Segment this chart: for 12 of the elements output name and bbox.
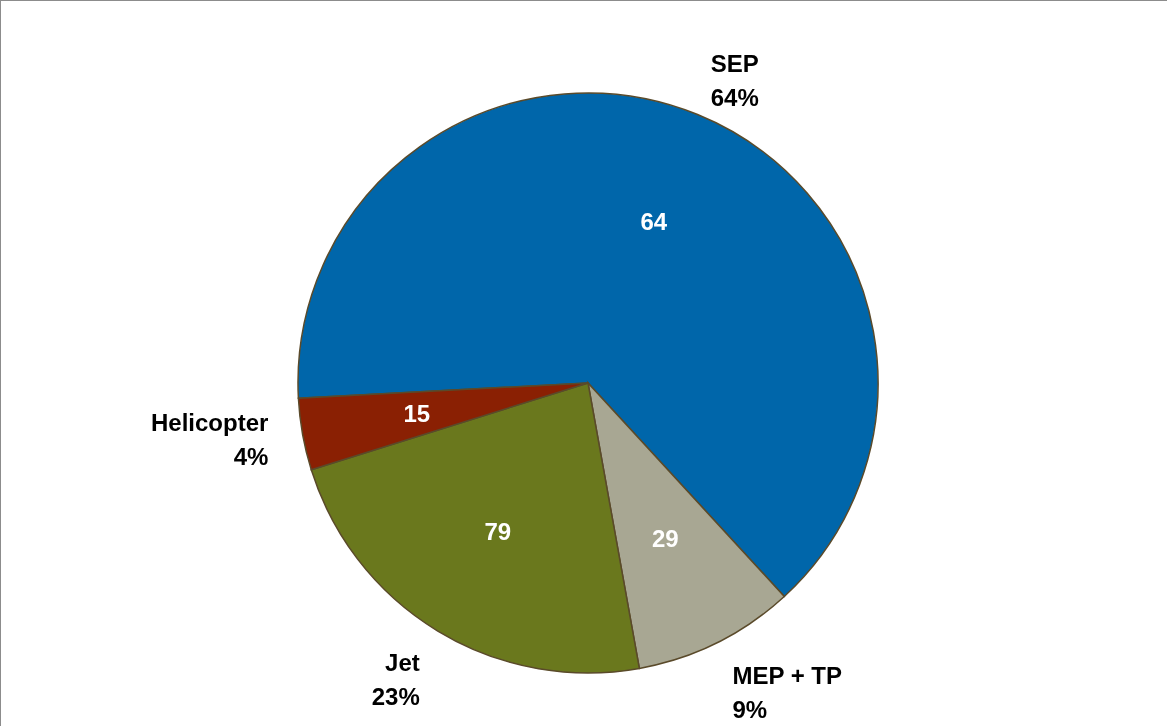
data-label: 9% [732, 695, 768, 723]
slice-label: Jet [385, 648, 420, 676]
data-label: 23% [371, 682, 420, 710]
text: 64 [640, 208, 668, 236]
text: 79 [484, 518, 512, 546]
data-label: 64% [710, 84, 759, 112]
text: 15 [403, 400, 431, 428]
slice-label: SEP [710, 50, 759, 78]
slice-label: MEP + TP [732, 661, 843, 689]
text: 29 [652, 525, 679, 553]
slice-label: Helicopter [150, 408, 269, 436]
data-label: 4% [233, 442, 269, 470]
